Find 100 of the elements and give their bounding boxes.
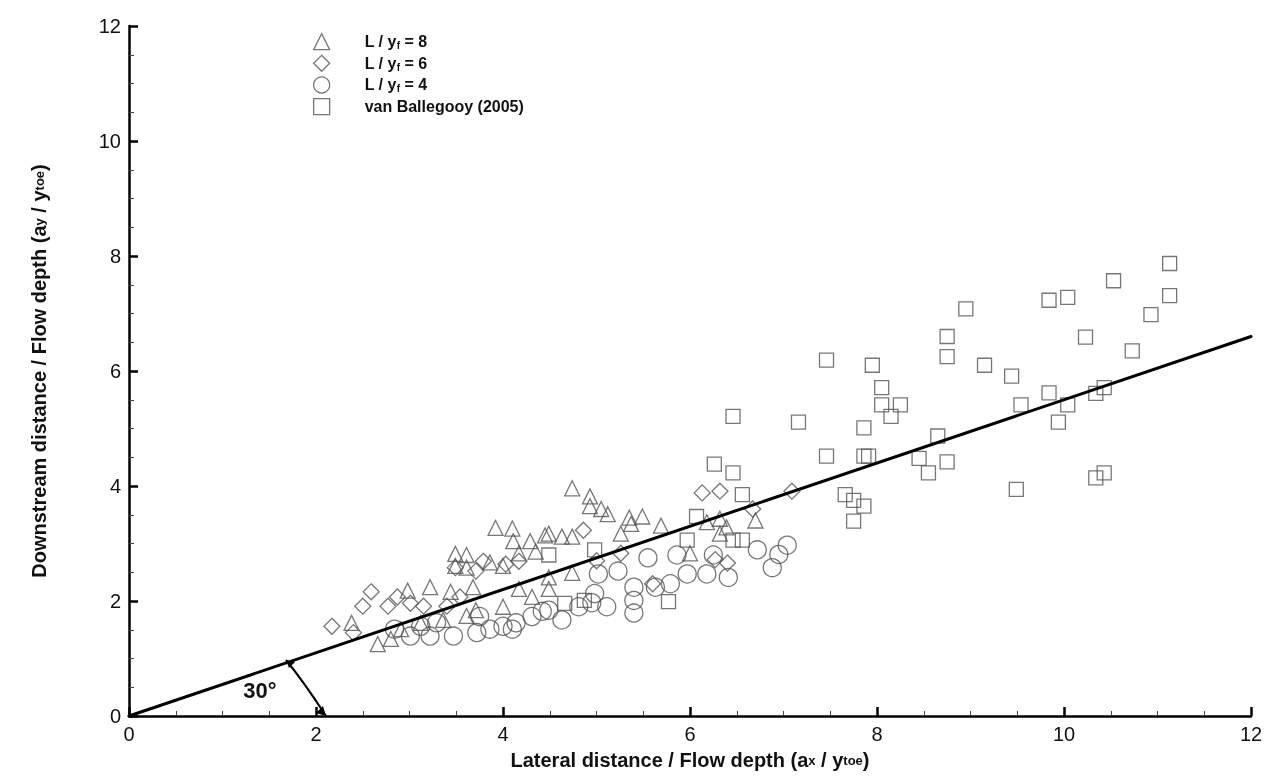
point (883, 408, 899, 425)
point (706, 550, 724, 569)
point (574, 521, 593, 539)
point (420, 626, 440, 646)
point (1088, 385, 1104, 402)
point (703, 545, 724, 565)
point (481, 554, 499, 571)
point (711, 525, 729, 542)
point (401, 594, 420, 612)
point (677, 564, 697, 584)
x-tick-label: 10 (1052, 723, 1076, 745)
point (1096, 380, 1112, 396)
point (660, 593, 677, 610)
point (930, 428, 946, 444)
x-tick-label: 8 (871, 723, 883, 745)
y-tick-label: 0 (109, 705, 121, 727)
point (1060, 289, 1076, 306)
point (856, 448, 872, 464)
point (399, 582, 416, 599)
point (343, 614, 360, 631)
point (681, 545, 699, 562)
point (747, 512, 764, 529)
x-tick-label: 0 (123, 723, 135, 745)
point (1143, 307, 1159, 323)
point (645, 577, 666, 597)
point (1041, 385, 1057, 401)
point (451, 588, 469, 606)
point (354, 597, 372, 615)
point (718, 519, 735, 536)
point (718, 567, 738, 588)
point (426, 613, 447, 633)
y-tick-label: 4 (109, 475, 121, 497)
y-tick-label: 2 (109, 590, 121, 612)
point (564, 480, 581, 497)
point (392, 621, 410, 638)
point (362, 583, 380, 601)
point (638, 548, 658, 568)
point (643, 575, 662, 593)
point (442, 583, 459, 600)
point (564, 564, 581, 581)
point (1162, 255, 1178, 272)
point (874, 397, 890, 413)
point (553, 528, 571, 545)
point (587, 552, 606, 570)
point (1162, 288, 1178, 304)
point (697, 564, 717, 584)
point (414, 597, 433, 615)
point (612, 544, 630, 562)
point (711, 482, 729, 500)
point (564, 528, 581, 545)
point (400, 626, 421, 646)
point (1105, 273, 1122, 289)
y-tick-label: 8 (109, 245, 121, 267)
point (523, 588, 541, 606)
point (911, 450, 927, 467)
point (1124, 343, 1140, 359)
point (711, 510, 729, 527)
point (769, 544, 789, 565)
point (581, 497, 599, 515)
legend-label: van Ballegooy (2005) (364, 98, 524, 116)
point (599, 506, 616, 523)
point (593, 500, 610, 518)
point (744, 500, 762, 518)
point (582, 593, 602, 613)
point (1077, 329, 1094, 345)
point (323, 617, 341, 635)
point (1008, 481, 1024, 498)
point (783, 482, 801, 500)
point (532, 601, 552, 621)
point (435, 611, 452, 629)
point (706, 456, 722, 472)
point (458, 559, 475, 576)
point (510, 580, 528, 598)
y-tick-label: 6 (109, 360, 121, 382)
point (369, 635, 386, 653)
y-tick-label: 12 (98, 15, 121, 37)
point (818, 448, 835, 464)
point (540, 525, 557, 542)
point (487, 519, 504, 537)
x-axis-title: Lateral distance / Flow depth (ax / ytoe) (510, 749, 870, 771)
point (1050, 414, 1067, 430)
point (540, 580, 557, 598)
point (652, 517, 670, 534)
point (493, 616, 513, 636)
point (540, 569, 557, 586)
point (725, 465, 741, 481)
point (612, 525, 629, 542)
point (469, 606, 490, 627)
annotation: 30° (243, 677, 277, 703)
point (856, 498, 872, 514)
point (581, 488, 599, 505)
x-tick-label: 12 (1239, 723, 1263, 745)
point (856, 420, 872, 436)
point (412, 614, 429, 631)
point (505, 533, 522, 550)
x-tick-label: 6 (684, 723, 696, 745)
point (506, 613, 526, 633)
point (679, 532, 695, 548)
point (522, 606, 542, 627)
point (860, 448, 877, 464)
